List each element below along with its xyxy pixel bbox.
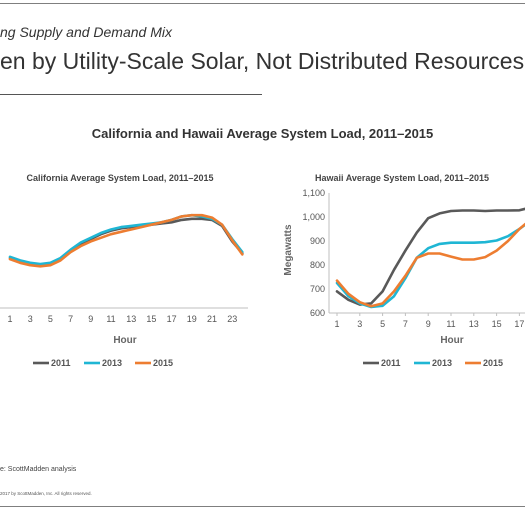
california-x-ticks: 1 3 5 7 9 11 13 15 17 19 21 23	[7, 314, 237, 324]
california-x-tick-label: 11	[106, 314, 115, 324]
california-x-tick-label: 15	[146, 314, 156, 324]
california-legend-label-2013: 2013	[102, 358, 122, 368]
hawaii-x-tick-label: 17	[514, 319, 524, 329]
copyright-note: 2017 by ScottMadden, Inc. All rights res…	[0, 491, 92, 496]
hawaii-y-ticks: 600 700 800 900 1,000 1,100	[302, 188, 325, 318]
source-note: e: ScottMadden analysis	[0, 466, 77, 473]
hawaii-series-2015-line	[335, 222, 525, 308]
hawaii-series-2011-line	[335, 207, 525, 306]
hawaii-legend-label-2011: 2011	[381, 358, 401, 368]
california-x-tick-label: 13	[126, 314, 136, 324]
california-series-layer	[0, 213, 248, 309]
california-x-axis-label: Hour	[113, 335, 136, 346]
hawaii-y-tick-label: 1,000	[302, 212, 325, 222]
hawaii-series-2013-line	[335, 223, 525, 309]
hawaii-x-tick-label: 9	[426, 319, 431, 329]
hawaii-chart-title: Hawaii Average System Load, 2011–2015	[315, 173, 489, 183]
hawaii-y-axis-label: Megawatts	[283, 224, 294, 276]
california-x-tick-label: 19	[187, 314, 197, 324]
hawaii-series-layer	[328, 193, 525, 314]
hawaii-legend-label-2013: 2013	[432, 358, 452, 368]
hawaii-x-tick-label: 7	[403, 319, 408, 329]
headline-underline	[0, 94, 262, 95]
hawaii-y-tick-label: 700	[310, 284, 325, 294]
hawaii-x-tick-label: 13	[469, 319, 479, 329]
hawaii-y-tick-label: 800	[310, 260, 325, 270]
hawaii-x-tick-label: 5	[380, 319, 385, 329]
hawaii-load-chart: Hawaii Average System Load, 2011–2015 Me…	[283, 173, 525, 368]
california-x-tick-label: 7	[68, 314, 73, 324]
figure-title: California and Hawaii Average System Loa…	[91, 126, 434, 141]
california-legend: 2011 2013 2015	[33, 358, 173, 368]
california-x-tick-label: 5	[48, 314, 53, 324]
california-legend-label-2011: 2011	[51, 358, 71, 368]
hawaii-x-tick-label: 1	[334, 319, 339, 329]
page-headline: en by Utility-Scale Solar, Not Distribut…	[0, 48, 525, 74]
california-legend-label-2015: 2015	[153, 358, 173, 368]
hawaii-y-tick-label: 1,100	[302, 188, 325, 198]
california-series-2013-line	[8, 213, 244, 266]
california-x-tick-label: 17	[167, 314, 177, 324]
hawaii-x-tick-label: 11	[446, 319, 455, 329]
california-x-tick-label: 9	[88, 314, 93, 324]
hawaii-y-tick-label: 600	[310, 308, 325, 318]
california-chart-title: California Average System Load, 2011–201…	[27, 173, 214, 183]
california-x-tick-label: 21	[207, 314, 217, 324]
top-frame-line	[0, 3, 525, 4]
california-series-2015-line	[8, 213, 244, 268]
bottom-frame-line	[0, 506, 525, 507]
california-load-chart: California Average System Load, 2011–201…	[0, 173, 248, 368]
hawaii-legend: 2011 2013 2015	[363, 358, 503, 368]
california-x-tick-label: 3	[28, 314, 33, 324]
section-eyebrow: ng Supply and Demand Mix	[0, 24, 172, 40]
hawaii-legend-label-2015: 2015	[483, 358, 503, 368]
hawaii-x-axis-label: Hour	[440, 335, 463, 346]
hawaii-x-tick-label: 3	[357, 319, 362, 329]
hawaii-x-tick-label: 15	[492, 319, 502, 329]
california-x-tick-label: 1	[7, 314, 12, 324]
hawaii-y-tick-label: 900	[310, 236, 325, 246]
california-x-tick-label: 23	[227, 314, 237, 324]
